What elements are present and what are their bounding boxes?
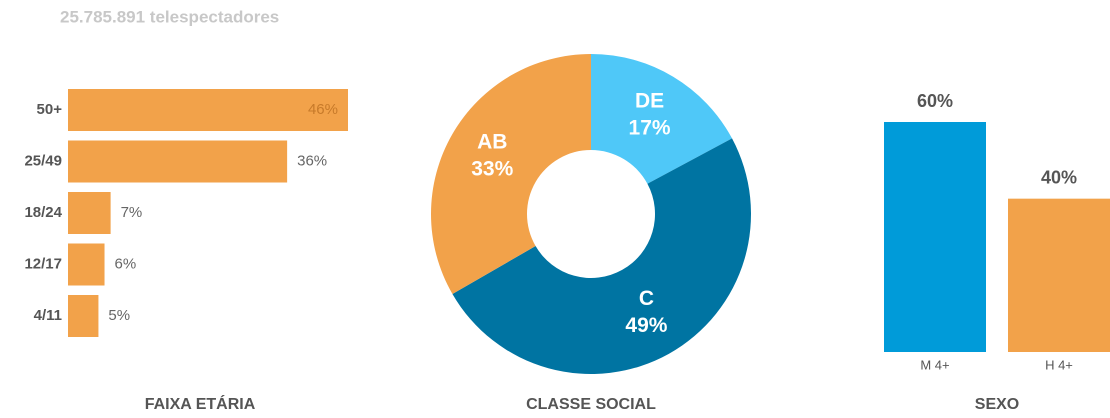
slice-value: 49% <box>625 314 667 337</box>
category-label: 4/11 <box>34 307 62 324</box>
donut-slice <box>431 54 591 294</box>
bar <box>68 295 99 337</box>
bar <box>68 243 105 286</box>
header: 25.785.891 telespectadores <box>60 7 279 26</box>
slice-label: C <box>639 287 654 310</box>
value-label: 6% <box>115 255 137 272</box>
category-label: M 4+ <box>920 357 949 372</box>
category-label: 25/49 <box>24 152 62 169</box>
value-label: 46% <box>308 101 338 118</box>
donut-slice <box>591 54 733 184</box>
category-label: 12/17 <box>24 255 62 272</box>
bar <box>884 122 986 352</box>
category-label: 18/24 <box>24 204 62 221</box>
value-label: 5% <box>108 307 130 324</box>
chart-title: FAIXA ETÁRIA <box>145 394 256 413</box>
bar <box>1008 198 1110 352</box>
bar <box>68 89 348 131</box>
category-label: H 4+ <box>1045 357 1073 372</box>
chart-title: CLASSE SOCIAL <box>526 396 656 413</box>
slice-value: 33% <box>471 158 513 181</box>
chart-title: SEXO <box>975 396 1019 413</box>
category-label: 50+ <box>37 101 63 118</box>
value-label: 7% <box>121 204 143 221</box>
value-label: 36% <box>297 152 327 169</box>
bar <box>68 140 288 183</box>
slice-label: DE <box>635 90 664 113</box>
value-label: 40% <box>1041 167 1077 187</box>
value-label: 60% <box>917 91 953 111</box>
slice-value: 17% <box>629 117 671 140</box>
bar <box>68 192 111 234</box>
donut-slice <box>452 138 751 374</box>
slice-label: AB <box>477 131 507 154</box>
